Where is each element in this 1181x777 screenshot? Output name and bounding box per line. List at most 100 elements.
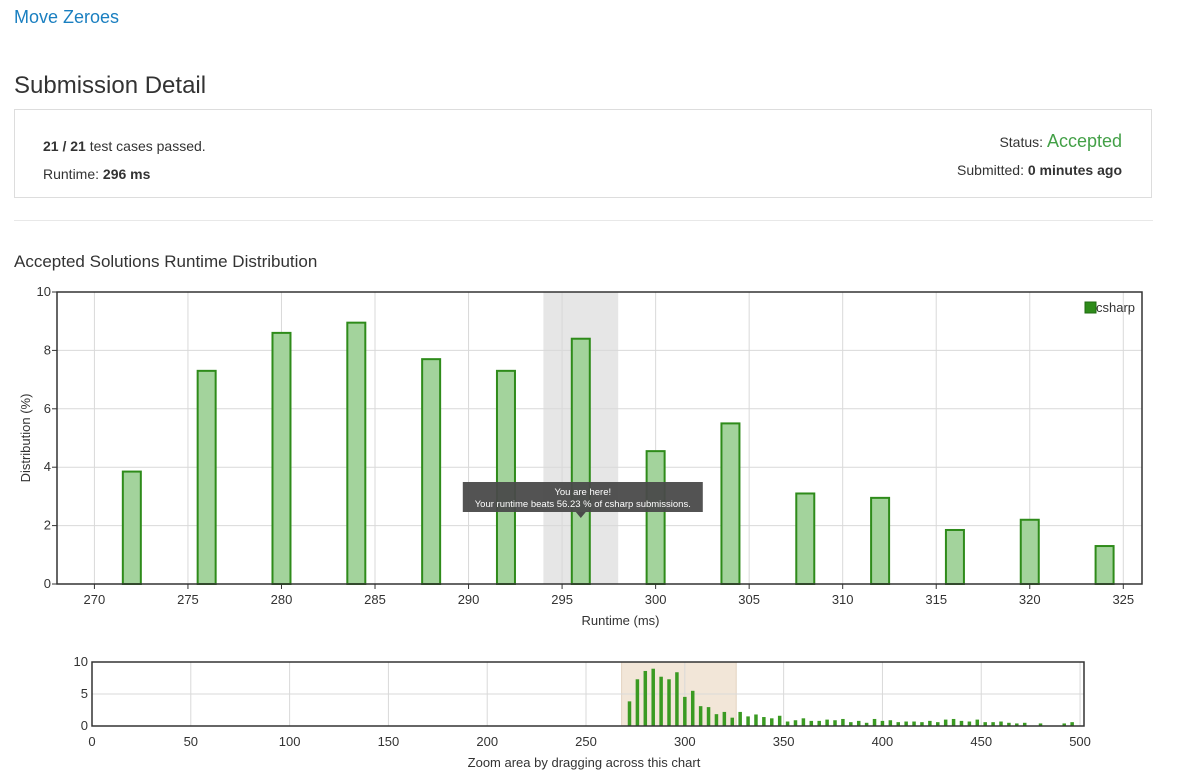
passed-suffix: test cases passed. [89,138,206,154]
tooltip-line-2: Your runtime beats 56.23 % of csharp sub… [475,499,691,510]
runtime-bar[interactable] [1094,545,1115,586]
runtime-distribution-chart[interactable]: 270 275 280 285 290 295 300 305 310 315 320 325 0 2 4 6… [0,280,1181,635]
nav-y-tick-label: 10 [74,654,88,669]
x-tick-label: 270 [84,592,106,607]
runtime-bar[interactable] [196,369,217,585]
runtime-bar[interactable] [421,358,442,585]
nav-x-tick-label: 150 [378,734,400,749]
x-tick-label: 290 [458,592,480,607]
nav-runtime-bar [627,701,632,726]
nav-runtime-bar [896,722,900,726]
nav-runtime-bar [928,720,932,726]
nav-runtime-bar [872,718,877,726]
navigator-frame [91,661,1085,727]
nav-runtime-bar [675,672,679,726]
nav-x-tick-label: 100 [279,734,301,749]
y-tick-label: 4 [44,459,51,474]
nav-runtime-bar [690,690,695,726]
runtime-bar[interactable] [645,450,666,585]
nav-runtime-bar [864,722,869,726]
x-tick-label: 315 [925,592,947,607]
runtime-value: 296 ms [102,166,151,182]
y-tick-label: 6 [44,401,51,416]
nav-runtime-bar [888,720,893,726]
runtime-bar[interactable] [271,331,292,585]
runtime-bar[interactable] [121,470,142,585]
runtime-bar[interactable] [1019,518,1040,585]
nav-runtime-bar [635,679,640,726]
x-tick-label: 275 [177,592,199,607]
y-tick-label: 2 [44,518,51,533]
nav-runtime-bar [849,722,853,726]
runtime-bar[interactable] [944,528,965,585]
legend-label: csharp [1096,300,1135,315]
nav-runtime-bar [777,715,782,726]
x-tick-label: 305 [738,592,760,607]
nav-runtime-bar [936,722,940,726]
count-separator: / [62,138,67,154]
nav-runtime-bar [770,718,774,726]
x-tick-label: 325 [1112,592,1134,607]
nav-runtime-bar [683,696,687,726]
nav-runtime-bar [762,717,766,726]
runtime-bar[interactable] [870,496,891,585]
zoom-navigator-chart[interactable]: 0 50 100 150 200 250 300 350 400 450 500 0 5 10 Zoom … [0,650,1181,777]
nav-x-tick-label: 200 [476,734,498,749]
nav-runtime-bar [809,720,814,726]
runtime-bar[interactable] [346,321,367,585]
nav-runtime-bar [651,668,655,726]
status-badge: Accepted [1046,131,1122,151]
problem-title-link[interactable]: Move Zeroes [14,7,120,27]
tooltip-line-1: You are here! [554,487,611,498]
runtime-label: Runtime: [43,166,100,182]
nav-runtime-bar [943,719,948,726]
x-tick-label: 310 [832,592,854,607]
nav-runtime-bar [880,720,885,726]
nav-runtime-bar [833,720,837,726]
y-axis-title: Distribution (%) [18,394,33,483]
legend-swatch [1084,301,1097,314]
submission-detail-panel: 21 / 21 test cases passed. Runtime: 296 … [14,109,1152,198]
x-tick-label: 320 [1019,592,1041,607]
submitted-label: Submitted: [957,162,1024,178]
nav-runtime-bar [793,720,798,726]
submitted-line: Submitted: 0 minutes ago [957,156,1122,184]
legend[interactable]: csharp [1084,300,1135,315]
runtime-bar[interactable] [495,369,516,585]
nav-runtime-bar [801,718,806,726]
nav-runtime-bar [1022,722,1027,726]
tooltip-arrow [575,512,586,518]
nav-runtime-bar [659,676,663,726]
nav-x-tick-label: 0 [88,734,95,749]
tooltip-box [462,482,703,512]
nav-runtime-bar [1070,722,1074,726]
y-tick-label: 10 [37,284,51,299]
runtime-bar[interactable] [720,422,741,585]
nav-runtime-bar [817,720,821,726]
nav-runtime-bar [746,716,750,726]
nav-x-tick-label: 50 [184,734,198,749]
nav-runtime-bar [999,721,1003,726]
x-axis-title: Runtime (ms) [581,613,659,628]
nav-runtime-bar [738,711,742,726]
nav-runtime-bar [951,718,956,726]
plot-frame [56,291,1143,585]
nav-runtime-bar [730,717,735,726]
x-tick-label: 285 [364,592,386,607]
nav-runtime-bar [841,718,845,726]
nav-runtime-bar [975,719,980,726]
nav-runtime-bar [912,721,916,726]
total-count: 21 [70,138,86,154]
nav-runtime-bar [643,670,648,726]
passed-count: 21 [43,138,59,154]
nav-runtime-bar [856,720,861,726]
runtime-bar[interactable] [795,492,816,585]
nav-runtime-bar [706,707,711,726]
nav-runtime-bar [1015,723,1019,726]
nav-x-tick-label: 400 [872,734,894,749]
test-cases-result: 21 / 21 test cases passed. [43,132,206,160]
runtime-tooltip: You are here! Your runtime beats 56.23 %… [462,482,703,518]
nav-runtime-bar [1038,723,1043,726]
nav-x-tick-label: 450 [970,734,992,749]
runtime-bar[interactable] [570,337,591,585]
